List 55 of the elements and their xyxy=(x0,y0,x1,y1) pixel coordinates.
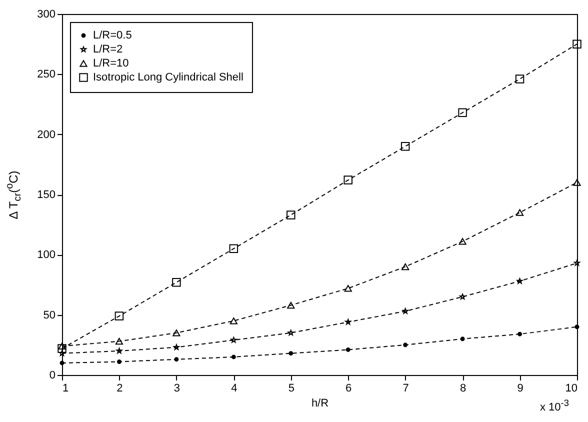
x-tick-label: 1 xyxy=(62,382,69,394)
point xyxy=(174,357,179,362)
point xyxy=(572,40,582,48)
x-tick-label: 2 xyxy=(116,382,123,394)
point xyxy=(115,338,124,345)
y-tick-label: 100 xyxy=(37,249,56,262)
point xyxy=(518,332,522,336)
y-tick-label: 0 xyxy=(49,370,56,382)
point xyxy=(460,336,465,342)
point xyxy=(402,263,410,270)
point xyxy=(458,108,467,118)
x-tick-label: 5 xyxy=(288,382,294,394)
x-axis-title: h/R xyxy=(311,398,329,410)
x-tick-label: 8 xyxy=(460,382,466,394)
point xyxy=(574,260,580,266)
point xyxy=(58,342,66,350)
y-tick-label: 150 xyxy=(37,189,56,201)
y-tick-label: 50 xyxy=(43,309,56,322)
x-tick-label: 9 xyxy=(517,382,524,394)
point xyxy=(231,354,236,360)
x-tick-label: 4 xyxy=(231,382,238,394)
point xyxy=(288,351,294,356)
point xyxy=(114,312,124,320)
text: x 10$^{-3}$ xyxy=(540,398,569,414)
point xyxy=(229,244,238,254)
point xyxy=(286,210,296,220)
legend-label: Isotropic Long Cylindrical Shell xyxy=(93,72,244,84)
x-tick-label: 7 xyxy=(402,382,409,394)
point xyxy=(172,330,180,336)
point xyxy=(400,142,410,151)
x-tick-label: 10 xyxy=(565,382,578,394)
point xyxy=(573,179,581,186)
legend-label: L/R=10 xyxy=(93,58,129,70)
x-tick-label: 3 xyxy=(174,382,180,394)
point xyxy=(403,342,408,348)
point xyxy=(58,350,66,356)
point xyxy=(515,74,524,84)
point xyxy=(458,238,466,245)
legend-label: L/R=0.5 xyxy=(93,30,132,42)
point xyxy=(230,317,238,324)
legend-label: L/R=2 xyxy=(93,44,123,56)
point xyxy=(516,209,524,216)
point xyxy=(344,176,352,184)
y-tick-label: 250 xyxy=(37,68,56,81)
y-tick-label: 300 xyxy=(37,8,56,20)
point xyxy=(346,348,350,352)
y-tick-label: 200 xyxy=(37,128,56,141)
point xyxy=(116,360,122,364)
point xyxy=(287,302,295,309)
point xyxy=(58,344,66,353)
point xyxy=(172,278,181,287)
point xyxy=(60,360,64,366)
point xyxy=(574,324,580,330)
x-tick-label: 6 xyxy=(346,382,352,394)
point xyxy=(344,284,352,292)
